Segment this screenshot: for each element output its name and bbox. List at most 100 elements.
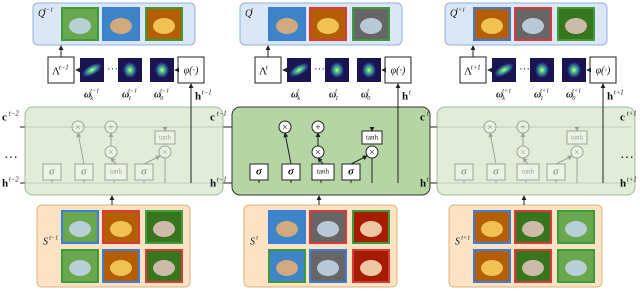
operator xyxy=(311,145,325,159)
thumbnail-content xyxy=(110,18,132,34)
operator-label: × xyxy=(574,147,580,158)
h-label-sup: t+1 xyxy=(614,89,624,96)
state-label-sup: t xyxy=(427,110,430,117)
support-label-sup: t+1 xyxy=(461,235,470,242)
operator xyxy=(311,120,325,134)
state-label-sup: t−2 xyxy=(9,110,19,117)
h-label-sup: t−1 xyxy=(202,89,212,96)
thumbnail xyxy=(102,249,140,283)
thumbnail-content xyxy=(565,260,587,276)
support-label-base: S xyxy=(250,236,255,247)
h-label-sup: t xyxy=(409,89,412,96)
lstm-cell xyxy=(24,106,224,196)
omega-label-sup: t+1 xyxy=(502,88,511,95)
blob-dots: ··· xyxy=(314,64,325,76)
thumbnail-content xyxy=(110,260,132,276)
operator-label: × xyxy=(520,147,526,158)
omega-label-sup: t xyxy=(335,88,337,95)
query-label-base: Q xyxy=(245,8,253,19)
thumbnail-content xyxy=(481,260,503,276)
lambda-label-sup: t xyxy=(266,64,269,71)
state-label-sup: t−1 xyxy=(217,110,227,117)
omega-label-sup: t+1 xyxy=(540,88,549,95)
thumbnail-content xyxy=(481,18,503,34)
gate-label: σ xyxy=(461,166,468,178)
state-label-base: c xyxy=(2,112,7,124)
lstm-cell xyxy=(231,106,431,196)
operator-label: × xyxy=(282,122,288,133)
h-label-base: h xyxy=(195,91,201,103)
state-label-sup: t+1 xyxy=(627,110,637,117)
thumbnail-content xyxy=(69,221,91,237)
phi-box xyxy=(589,56,617,84)
omega-label-sup: t−1 xyxy=(128,88,137,95)
state-label-sup: t+1 xyxy=(627,176,637,183)
operator xyxy=(104,145,118,159)
phi-label: φ(·) xyxy=(596,65,611,76)
operator-label: + xyxy=(108,122,114,133)
omega-label-base: ω xyxy=(534,89,541,100)
state-label-sup: t xyxy=(427,176,430,183)
gate-label: tanh xyxy=(522,168,535,176)
tanh-box xyxy=(566,130,588,145)
lambda-label-sup: t−1 xyxy=(59,64,69,71)
gaussian-blob xyxy=(362,62,376,78)
state-label-base: c xyxy=(420,112,425,124)
gate-label: σ xyxy=(288,166,295,178)
gate-label: σ xyxy=(348,166,355,178)
thumbnail-content xyxy=(565,18,587,34)
phi-label: φ(·) xyxy=(184,65,199,76)
thumbnail-content xyxy=(360,18,382,34)
operator xyxy=(278,120,292,134)
thumbnail xyxy=(268,7,306,41)
gaussian-blob xyxy=(567,62,581,78)
thumbnail-content xyxy=(69,18,91,34)
lstm-internals: σ σ tanh σ × + × × tanh xyxy=(454,120,588,183)
thumbnail-content xyxy=(317,221,339,237)
operator xyxy=(483,120,497,134)
lstm-cell xyxy=(436,106,636,196)
gate-label: tanh xyxy=(317,168,330,176)
gaussian-blob xyxy=(289,63,309,77)
omega-label-base: ω xyxy=(329,89,336,100)
thumbnail-content xyxy=(276,260,298,276)
gate-label: σ xyxy=(553,166,560,178)
omega-label-sub: 0 xyxy=(160,95,164,102)
thumbnail-content xyxy=(276,18,298,34)
state-label-base: h xyxy=(420,178,426,190)
omega-label-base: ω xyxy=(122,89,129,100)
h-label-base: h xyxy=(607,91,613,103)
connector xyxy=(350,155,368,165)
omega-label-sup: t−1 xyxy=(90,88,99,95)
thumbnail xyxy=(309,210,347,244)
gate-label: tanh xyxy=(110,168,123,176)
omega-label-base: ω xyxy=(154,89,161,100)
gate-label: σ xyxy=(81,166,88,178)
thumbnail-content xyxy=(153,18,175,34)
gate xyxy=(74,163,94,181)
thumbnail-content xyxy=(565,221,587,237)
omega-label-sub: 1 xyxy=(540,95,543,102)
operator xyxy=(104,120,118,134)
lambda-box xyxy=(47,56,75,84)
omega-label-base: ω xyxy=(496,89,503,100)
operator-label: × xyxy=(369,147,375,158)
thumbnail-content xyxy=(110,221,132,237)
gaussian-blob xyxy=(123,62,137,78)
phi-label: φ(·) xyxy=(391,65,406,76)
thumbnail-content xyxy=(276,221,298,237)
connector xyxy=(317,157,324,165)
query-label-base: Q xyxy=(450,8,458,19)
gaussian-blob xyxy=(494,63,514,77)
query-label-sup: t xyxy=(251,7,253,14)
lambda-label-sup: t+1 xyxy=(471,64,481,71)
omega-label-sub: k xyxy=(502,95,505,102)
omega-label-sup: t+1 xyxy=(572,88,581,95)
thumbnail-content xyxy=(522,221,544,237)
gate-label: σ xyxy=(256,166,263,178)
connector xyxy=(283,132,292,165)
lambda-label-base: Λ xyxy=(259,66,267,78)
gate xyxy=(42,163,62,181)
omega-label-sub: 1 xyxy=(128,95,131,102)
ellipsis: … xyxy=(4,147,18,162)
